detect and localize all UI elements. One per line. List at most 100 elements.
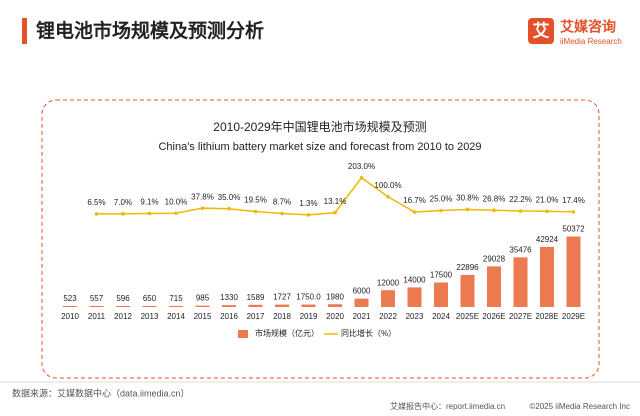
growth-point bbox=[253, 209, 258, 214]
legend-swatch bbox=[238, 330, 248, 338]
growth-label: 100.0% bbox=[374, 181, 401, 190]
bar bbox=[63, 306, 77, 307]
bar bbox=[513, 257, 528, 307]
growth-label: 25.0% bbox=[430, 195, 453, 204]
bar bbox=[407, 287, 422, 307]
growth-point bbox=[174, 211, 178, 216]
growth-point bbox=[121, 212, 125, 216]
bar-label: 12000 bbox=[377, 278, 400, 287]
copyright: ©2025 iiMedia Research Inc bbox=[529, 402, 630, 411]
bar-label: 35476 bbox=[509, 245, 532, 254]
growth-label: 22.2% bbox=[509, 195, 532, 204]
bar-label: 17500 bbox=[430, 271, 453, 280]
site: 艾媒报告中心：report.iimedia.cn bbox=[390, 401, 505, 411]
bar-label: 985 bbox=[196, 294, 210, 303]
bar-label: 29028 bbox=[483, 254, 506, 263]
growth-label: 7.0% bbox=[114, 198, 132, 207]
x-tick-label: 2021 bbox=[353, 312, 371, 321]
page-title: 锂电池市场规模及预测分析 bbox=[36, 19, 264, 42]
growth-label: 30.8% bbox=[456, 194, 479, 203]
growth-label: 1.3% bbox=[299, 199, 317, 208]
bar-label: 1750.0 bbox=[296, 293, 321, 302]
bar-label: 1589 bbox=[247, 293, 265, 302]
bar bbox=[460, 274, 475, 307]
growth-label: 16.7% bbox=[403, 196, 426, 205]
growth-point bbox=[412, 210, 417, 214]
source: 数据来源：艾媒数据中心（data.iimedia.cn） bbox=[12, 387, 190, 398]
bar-label: 1330 bbox=[220, 293, 238, 302]
logo-name: 艾媒咨询 bbox=[560, 19, 616, 35]
growth-point bbox=[439, 208, 443, 213]
x-tick-label: 2026E bbox=[482, 312, 505, 321]
growth-label: 10.0% bbox=[165, 197, 188, 206]
bar bbox=[434, 282, 448, 307]
bar-label: 14000 bbox=[403, 276, 426, 285]
plot: 2010 2011 2012 2013 2014 2015 2016 2017 2018 2019… bbox=[61, 162, 585, 338]
x-tick-label: 2014 bbox=[167, 312, 185, 321]
x-tick-label: 2025E bbox=[456, 312, 479, 321]
bar-label: 50372 bbox=[562, 225, 585, 234]
bar bbox=[328, 304, 342, 307]
growth-point bbox=[280, 211, 284, 216]
growth-label: 13.1% bbox=[324, 197, 347, 206]
x-tick-label: 2029E bbox=[562, 312, 585, 321]
bar-label: 1727 bbox=[273, 293, 291, 302]
x-tick-label: 2015 bbox=[194, 312, 212, 321]
bar-label: 715 bbox=[169, 294, 183, 303]
bar bbox=[195, 305, 210, 307]
growth-label: 17.4% bbox=[562, 196, 585, 205]
bar bbox=[142, 306, 157, 307]
growth-point bbox=[200, 206, 205, 210]
growth-point bbox=[147, 211, 152, 216]
bar bbox=[487, 266, 501, 307]
bar bbox=[222, 305, 236, 307]
chart-title: 2010-2029年中国锂电池市场规模及预测 bbox=[213, 119, 426, 134]
bar bbox=[540, 246, 554, 307]
x-tick-label: 2023 bbox=[406, 312, 424, 321]
x-tick-label: 2027E bbox=[509, 312, 532, 321]
x-tick-label: 2028E bbox=[535, 312, 558, 321]
bar bbox=[566, 236, 581, 307]
x-tick-label: 2022 bbox=[379, 312, 397, 321]
growth-point bbox=[545, 209, 549, 214]
bar-label: 650 bbox=[143, 294, 157, 303]
legend-label: 市场规模（亿元） bbox=[255, 328, 319, 338]
logo-mark: 艾 bbox=[533, 20, 550, 40]
bar bbox=[116, 306, 130, 307]
x-tick-label: 2010 bbox=[61, 312, 79, 321]
growth-point bbox=[94, 212, 99, 216]
growth-point bbox=[465, 207, 470, 212]
bar-label: 557 bbox=[90, 294, 104, 303]
growth-label: 37.8% bbox=[191, 192, 214, 201]
growth-point bbox=[306, 213, 311, 217]
x-tick-label: 2019 bbox=[300, 312, 318, 321]
growth-label: 26.8% bbox=[483, 194, 506, 203]
bar bbox=[301, 304, 316, 307]
x-tick-label: 2012 bbox=[114, 312, 132, 321]
growth-label: 203.0% bbox=[348, 162, 375, 171]
bar bbox=[354, 298, 369, 307]
growth-label: 8.7% bbox=[273, 198, 291, 207]
legend-label: 同比增长（%） bbox=[341, 328, 396, 338]
growth-point bbox=[227, 206, 231, 211]
bar bbox=[381, 290, 395, 307]
x-tick-label: 2013 bbox=[141, 312, 159, 321]
chart-frame bbox=[41, 99, 600, 379]
bar-label: 6000 bbox=[353, 287, 371, 296]
x-tick-label: 2011 bbox=[88, 312, 106, 321]
logo-mark-bg bbox=[528, 18, 554, 44]
bar bbox=[248, 304, 263, 307]
title-accent bbox=[22, 18, 27, 44]
x-tick-label: 2024 bbox=[432, 312, 450, 321]
bar bbox=[169, 305, 183, 307]
x-tick-label: 2020 bbox=[326, 312, 344, 321]
growth-label: 21.0% bbox=[536, 195, 559, 204]
growth-label: 35.0% bbox=[218, 193, 241, 202]
growth-point bbox=[492, 208, 496, 213]
bar bbox=[275, 304, 289, 307]
x-tick-label: 2016 bbox=[220, 312, 238, 321]
bar-label: 42924 bbox=[536, 235, 559, 244]
x-tick-label: 2018 bbox=[273, 312, 291, 321]
growth-point bbox=[333, 210, 337, 215]
